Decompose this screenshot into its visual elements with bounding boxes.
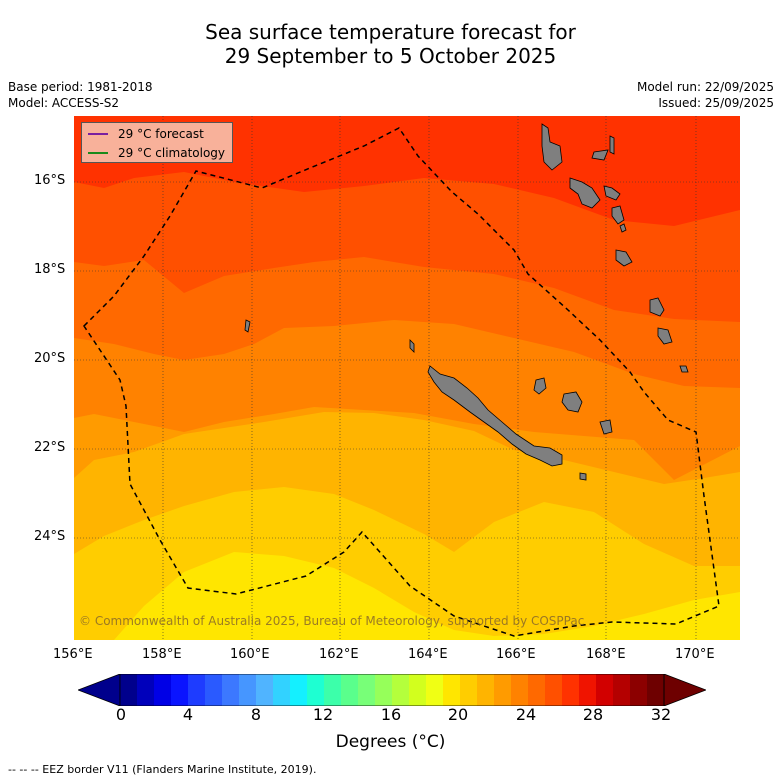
- model-name: Model: ACCESS-S2: [8, 96, 120, 110]
- lat-label-16s: 16°S: [34, 173, 66, 188]
- colorbar-extend-low: [78, 674, 121, 706]
- colorbar-cell: [426, 674, 444, 706]
- colorbar-cell: [579, 674, 597, 706]
- colorbar-cell: [528, 674, 546, 706]
- colorbar-cell: [324, 674, 342, 706]
- colorbar-cell: [460, 674, 478, 706]
- colorbar-tick-0: 0: [115, 705, 127, 724]
- legend-forecast-label: 29 °C forecast: [118, 127, 204, 141]
- graticule: [74, 116, 740, 640]
- colorbar-cell: [511, 674, 529, 706]
- colorbar-cell: [596, 674, 614, 706]
- colorbar-cell: [256, 674, 274, 706]
- colorbar-cell: [239, 674, 257, 706]
- forecast-line-swatch: [88, 133, 108, 135]
- lat-label-20s: 20°S: [34, 351, 66, 366]
- colorbar-cell: [171, 674, 189, 706]
- copyright-notice: © Commonwealth of Australia 2025, Bureau…: [79, 614, 585, 628]
- colorbar-cell: [443, 674, 461, 706]
- colorbar-cell: [154, 674, 172, 706]
- colorbar-cell: [392, 674, 410, 706]
- colorbar-cell: [120, 674, 138, 706]
- eez-footnote: -- -- -- EEZ border V11 (Flanders Marine…: [8, 763, 317, 776]
- climatology-line-swatch: [88, 152, 108, 154]
- colorbar-cell: [647, 674, 665, 706]
- colorbar-cell: [222, 674, 240, 706]
- legend-row-forecast: 29 °C forecast: [88, 127, 204, 141]
- colorbar: [78, 674, 706, 706]
- base-period: Base period: 1981-2018: [8, 80, 153, 94]
- colorbar-cell: [494, 674, 512, 706]
- lon-label-170e: 170°E: [675, 647, 715, 662]
- colorbar-extend-high: [663, 674, 706, 706]
- legend-row-climatology: 29 °C climatology: [88, 146, 225, 160]
- loyalty-islands: [409, 339, 613, 481]
- colorbar-cell: [477, 674, 495, 706]
- colorbar-tick-12: 12: [312, 705, 334, 724]
- legend-climatology-label: 29 °C climatology: [118, 146, 226, 160]
- new-caledonia-island: [427, 365, 563, 467]
- colorbar-cell: [307, 674, 325, 706]
- lon-label-166e: 166°E: [496, 647, 536, 662]
- lon-label-168e: 168°E: [586, 647, 626, 662]
- colorbar-title: Degrees (°C): [335, 732, 446, 752]
- lon-label-158e: 158°E: [142, 647, 182, 662]
- colorbar-cell: [613, 674, 631, 706]
- lat-label-18s: 18°S: [34, 262, 66, 277]
- lon-label-156e: 156°E: [53, 647, 93, 662]
- colorbar-cell: [205, 674, 223, 706]
- colorbar-tick-16: 16: [380, 705, 402, 724]
- colorbar-cell: [545, 674, 563, 706]
- lon-label-164e: 164°E: [408, 647, 448, 662]
- lon-label-162e: 162°E: [319, 647, 359, 662]
- model-run: Model run: 22/09/2025: [636, 80, 774, 94]
- colorbar-cell: [273, 674, 291, 706]
- colorbar-tick-28: 28: [582, 705, 604, 724]
- title-line-2: 29 September to 5 October 2025: [224, 44, 557, 68]
- colorbar-tick-8: 8: [250, 705, 262, 724]
- colorbar-cell: [375, 674, 393, 706]
- colorbar-tick-32: 32: [650, 705, 672, 724]
- colorbar-cell: [630, 674, 648, 706]
- colorbar-cell: [358, 674, 376, 706]
- colorbar-cell: [409, 674, 427, 706]
- colorbar-cell: [290, 674, 308, 706]
- lat-label-24s: 24°S: [34, 529, 66, 544]
- sst-map: [74, 116, 740, 640]
- colorbar-cell: [137, 674, 155, 706]
- lon-label-160e: 160°E: [230, 647, 270, 662]
- colorbar-cell: [188, 674, 206, 706]
- colorbar-cell: [562, 674, 580, 706]
- title-line-1: Sea surface temperature forecast for: [205, 20, 576, 44]
- issued-date: Issued: 25/09/2025: [658, 96, 774, 110]
- vanuatu-islands: [244, 123, 689, 373]
- colorbar-tick-24: 24: [515, 705, 537, 724]
- colorbar-tick-20: 20: [447, 705, 469, 724]
- band-21-22: [114, 552, 740, 640]
- colorbar-cell: [341, 674, 359, 706]
- map-legend: 29 °C forecast 29 °C climatology: [81, 122, 233, 163]
- lat-label-22s: 22°S: [34, 440, 66, 455]
- colorbar-tick-4: 4: [182, 705, 194, 724]
- colorbar-outline: [119, 674, 665, 706]
